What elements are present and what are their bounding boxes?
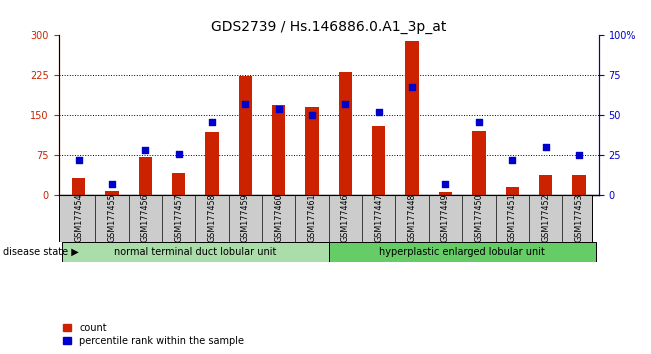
- Point: [407, 84, 417, 89]
- Point: [240, 101, 251, 107]
- Point: [574, 152, 584, 158]
- Text: GSM177451: GSM177451: [508, 193, 517, 242]
- Text: disease state ▶: disease state ▶: [3, 247, 79, 257]
- Point: [474, 119, 484, 125]
- Bar: [572, 175, 586, 195]
- Bar: [472, 131, 486, 195]
- Text: GSM177446: GSM177446: [341, 193, 350, 242]
- Point: [440, 181, 450, 187]
- Bar: [406, 41, 419, 195]
- Point: [374, 109, 384, 115]
- Point: [207, 119, 217, 125]
- Text: GSM177454: GSM177454: [74, 193, 83, 242]
- Bar: [329, 242, 596, 262]
- Bar: [506, 187, 519, 195]
- Point: [74, 157, 84, 163]
- Text: normal terminal duct lobular unit: normal terminal duct lobular unit: [114, 247, 277, 257]
- Text: GSM177447: GSM177447: [374, 193, 383, 242]
- Text: GSM177448: GSM177448: [408, 193, 417, 242]
- Bar: [339, 72, 352, 195]
- Text: GSM177449: GSM177449: [441, 193, 450, 242]
- Bar: [105, 191, 118, 195]
- Point: [173, 151, 184, 156]
- Text: GSM177450: GSM177450: [475, 193, 483, 242]
- Point: [273, 106, 284, 112]
- Bar: [539, 175, 552, 195]
- Point: [307, 113, 317, 118]
- Point: [340, 101, 351, 107]
- Point: [540, 144, 551, 150]
- Text: GSM177453: GSM177453: [574, 193, 583, 242]
- Bar: [305, 107, 319, 195]
- Bar: [372, 126, 385, 195]
- Legend: count, percentile rank within the sample: count, percentile rank within the sample: [63, 323, 244, 346]
- Bar: [439, 192, 452, 195]
- Bar: [272, 105, 285, 195]
- Text: GSM177461: GSM177461: [307, 193, 316, 242]
- Point: [140, 148, 150, 153]
- Point: [107, 181, 117, 187]
- Bar: [205, 132, 219, 195]
- Bar: [139, 157, 152, 195]
- Bar: [72, 178, 85, 195]
- Bar: [172, 173, 186, 195]
- Text: hyperplastic enlarged lobular unit: hyperplastic enlarged lobular unit: [380, 247, 545, 257]
- Text: GSM177459: GSM177459: [241, 193, 250, 242]
- Point: [507, 157, 518, 163]
- Title: GDS2739 / Hs.146886.0.A1_3p_at: GDS2739 / Hs.146886.0.A1_3p_at: [211, 21, 447, 34]
- Text: GSM177455: GSM177455: [107, 193, 117, 242]
- Bar: [62, 242, 329, 262]
- Text: GSM177460: GSM177460: [274, 193, 283, 242]
- Text: GSM177452: GSM177452: [541, 193, 550, 242]
- Text: GSM177458: GSM177458: [208, 193, 217, 242]
- Text: GSM177456: GSM177456: [141, 193, 150, 242]
- Text: GSM177457: GSM177457: [174, 193, 183, 242]
- Bar: [239, 76, 252, 195]
